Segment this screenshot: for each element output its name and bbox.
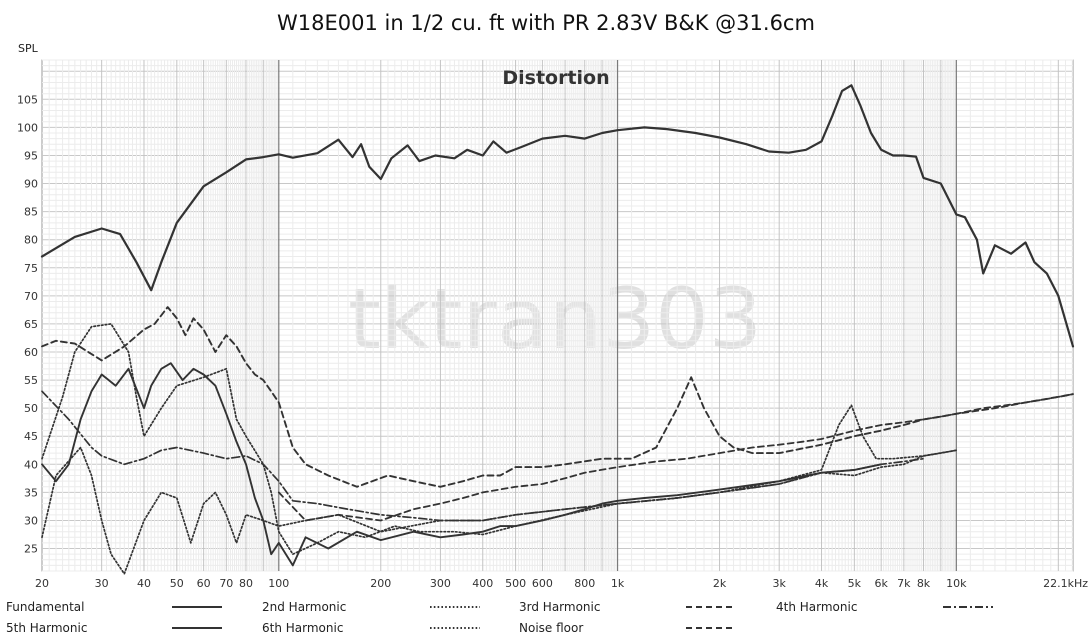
legend-label: 5th Harmonic [6, 621, 87, 635]
legend-label: Noise floor [519, 621, 583, 635]
x-tick-label: 20 [35, 577, 49, 590]
legend-label: 6th Harmonic [262, 621, 343, 635]
x-tick-label: 600 [532, 577, 553, 590]
x-tick-label: 8k [917, 577, 931, 590]
series-layer [40, 84, 1075, 575]
y-tick-label: 35 [24, 486, 38, 499]
x-tick-label: 60 [197, 577, 211, 590]
y-tick-label: 75 [24, 262, 38, 275]
y-axis-label: SPL [18, 42, 39, 55]
x-tick-label: 80 [239, 577, 253, 590]
series-fundamental [40, 84, 1075, 348]
legend: Fundamental 2nd Harmonic 3rd Harmonic 4th H… [6, 600, 993, 635]
y-tick-label: 70 [24, 290, 38, 303]
x-tick-label: 200 [370, 577, 391, 590]
y-tick-label: 25 [24, 543, 38, 556]
x-tick-label: 30 [95, 577, 109, 590]
legend-label: 3rd Harmonic [519, 600, 600, 614]
x-tick-label: 3k [773, 577, 787, 590]
series-3rd-harmonic [41, 306, 1074, 488]
x-tick-label: 50 [170, 577, 184, 590]
y-tick-label: 65 [24, 318, 38, 331]
y-tick-label: 80 [24, 234, 38, 247]
legend-label: 4th Harmonic [776, 600, 857, 614]
y-tick-label: 30 [24, 514, 38, 527]
x-tick-label: 5k [848, 577, 862, 590]
x-tick-label: 1k [611, 577, 625, 590]
y-tick-label: 95 [24, 149, 38, 162]
legend-label: Fundamental [6, 600, 85, 614]
x-tick-label: 7k [897, 577, 911, 590]
x-tick-label: 400 [472, 577, 493, 590]
x-tick-label: 70 [219, 577, 233, 590]
plot-grid [41, 59, 1074, 572]
x-tick-label: 500 [505, 577, 526, 590]
x-tick-labels: 20 30 40 50 60 70 80 100 200 300 400 500 600 800 1k 2k 3… [35, 577, 1088, 590]
x-tick-label: 40 [137, 577, 151, 590]
y-tick-label: 100 [17, 121, 38, 134]
series-4th-harmonic [41, 390, 925, 522]
y-tick-labels: 25 30 35 40 45 50 55 60 65 70 75 80 85 90 95 100 105 [17, 93, 38, 555]
series-5th-harmonic [41, 362, 883, 567]
y-tick-label: 45 [24, 430, 38, 443]
y-tick-label: 105 [17, 93, 38, 106]
y-tick-label: 60 [24, 346, 38, 359]
x-tick-label: 300 [430, 577, 451, 590]
series-6th-harmonic [41, 404, 958, 575]
y-tick-label: 90 [24, 178, 38, 191]
x-tick-label: 100 [268, 577, 289, 590]
y-tick-label: 55 [24, 374, 38, 387]
x-tick-label: 800 [574, 577, 595, 590]
x-tick-label: 10k [946, 577, 967, 590]
x-tick-label: 22.1kHz [1043, 577, 1088, 590]
y-tick-label: 40 [24, 458, 38, 471]
series-noise-floor [277, 393, 1074, 522]
x-tick-label: 4k [815, 577, 829, 590]
x-tick-label: 6k [874, 577, 888, 590]
y-tick-label: 85 [24, 206, 38, 219]
legend-label: 2nd Harmonic [262, 600, 346, 614]
chart-title: W18E001 in 1/2 cu. ft with PR 2.83V B&K … [277, 11, 815, 35]
chart-subtitle: Distortion [502, 67, 609, 89]
y-tick-label: 50 [24, 402, 38, 415]
x-tick-label: 2k [713, 577, 727, 590]
